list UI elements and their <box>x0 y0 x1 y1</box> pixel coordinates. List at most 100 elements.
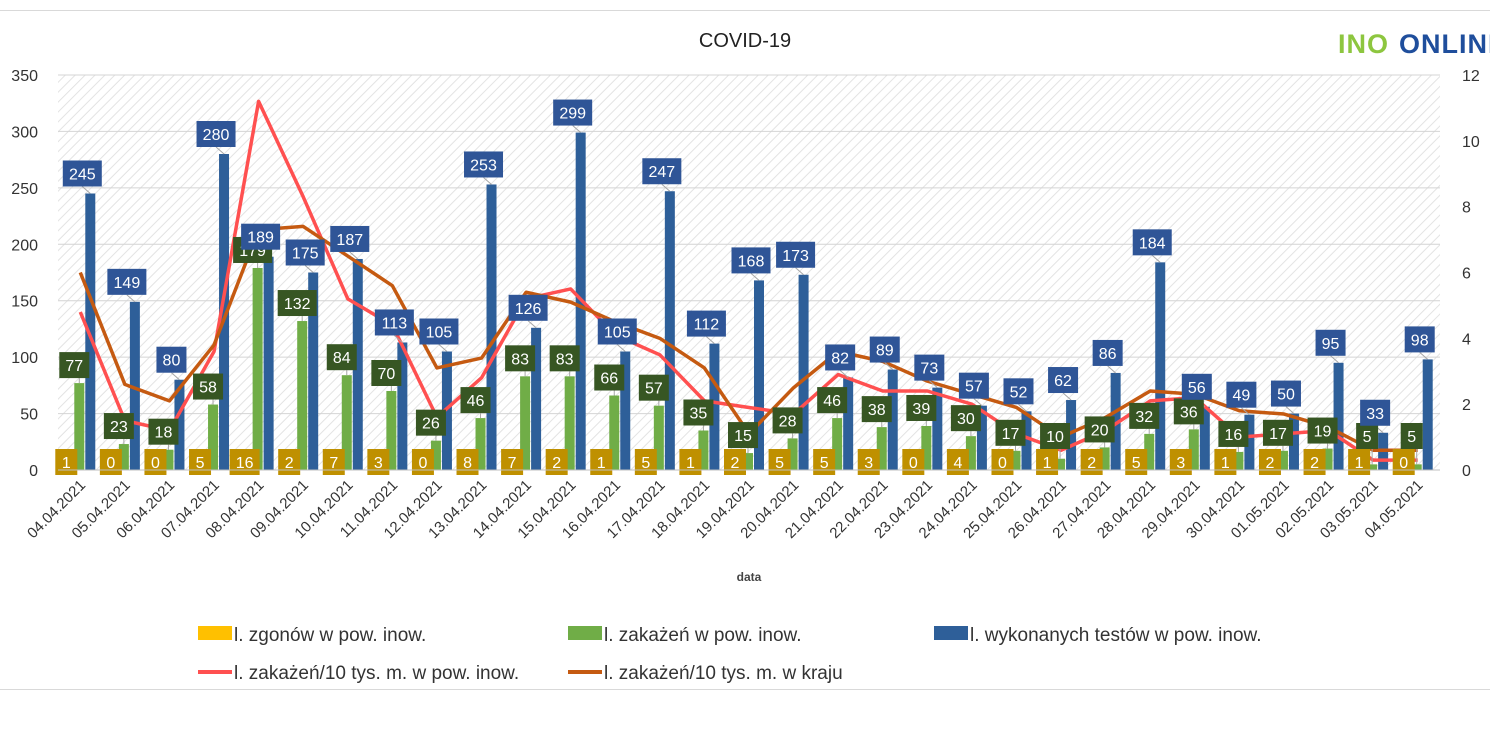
deaths-data-label: 5 <box>189 449 212 475</box>
data-label-text: 5 <box>1407 429 1416 446</box>
data-label-box <box>456 449 479 475</box>
data-label-box <box>1173 398 1204 425</box>
data-label-text: 82 <box>831 350 849 367</box>
data-label-box <box>371 360 402 386</box>
bar <box>85 193 96 470</box>
bar <box>609 395 620 470</box>
data-label-box <box>1125 449 1148 475</box>
data-label-text: 17 <box>1002 426 1020 443</box>
deaths-data-label: 1 <box>679 449 702 475</box>
tests-data-label: 299 <box>553 99 593 126</box>
data-label-box <box>193 373 224 400</box>
infections-data-label: 26 <box>415 409 446 436</box>
deaths-data-label: 1 <box>1214 449 1237 475</box>
leader-line <box>304 265 314 273</box>
data-label-text: 5 <box>1363 429 1372 446</box>
y2-tick-label: 10 <box>1462 134 1480 151</box>
deaths-data-label: 0 <box>411 449 434 475</box>
bar <box>1099 447 1110 470</box>
tests-data-label: 49 <box>1226 381 1257 408</box>
data-label-box <box>1169 449 1192 475</box>
data-label-text: 32 <box>1135 409 1153 426</box>
bar <box>208 404 219 470</box>
data-label-box <box>1226 381 1257 408</box>
data-label-text: 38 <box>868 402 886 419</box>
data-label-box <box>330 225 370 252</box>
deaths-data-label: 1 <box>1348 449 1371 475</box>
deaths-data-label: 0 <box>991 449 1014 475</box>
data-label-box <box>229 449 260 475</box>
leader-line <box>394 335 403 343</box>
infections-data-label: 58 <box>193 373 224 400</box>
data-label-box <box>1092 339 1123 366</box>
leader-line <box>349 251 359 260</box>
deaths-data-label: 5 <box>634 449 657 475</box>
data-label-box <box>1262 419 1293 446</box>
bar <box>843 377 854 470</box>
data-label-text: 52 <box>1010 384 1028 401</box>
y-tick-label: 250 <box>11 181 38 198</box>
bar <box>219 154 230 470</box>
legend-swatch <box>198 626 232 640</box>
infections-data-label: 23 <box>103 413 134 440</box>
data-label-text: 83 <box>556 351 574 368</box>
data-label-text: 105 <box>426 325 453 342</box>
tests-data-label: 56 <box>1181 373 1212 400</box>
data-label-text: 56 <box>1188 380 1206 397</box>
data-label-box <box>326 344 357 371</box>
data-label-text: 175 <box>292 246 319 263</box>
tests-data-label: 173 <box>776 241 816 268</box>
infections-data-label: 5 <box>1356 423 1379 449</box>
y-tick-label: 350 <box>11 68 38 85</box>
data-label-box <box>285 239 325 266</box>
bar <box>1411 464 1422 470</box>
data-label-text: 1 <box>1221 455 1230 472</box>
chart-title: COVID-19 <box>699 30 791 52</box>
infections-data-label: 77 <box>59 352 90 379</box>
bar <box>129 301 140 470</box>
bar <box>653 405 664 470</box>
tests-data-label: 73 <box>914 354 945 381</box>
data-label-text: 36 <box>1180 404 1198 421</box>
data-label-text: 5 <box>196 455 205 472</box>
data-label-text: 10 <box>1046 429 1064 446</box>
bar <box>709 343 720 470</box>
data-label-box <box>322 449 345 475</box>
tests-data-label: 95 <box>1315 329 1346 356</box>
leader-line <box>126 294 136 303</box>
tests-data-label: 247 <box>642 158 682 185</box>
data-label-text: 105 <box>604 325 631 342</box>
infections-data-label: 5 <box>1400 423 1423 449</box>
data-label-box <box>1048 367 1079 394</box>
legend-item: l. wykonanych testów w pow. inow. <box>934 625 1261 646</box>
data-label-box <box>1084 416 1115 443</box>
bar <box>74 383 85 470</box>
deaths-data-label: 2 <box>1080 449 1103 475</box>
data-label-text: 57 <box>965 379 983 396</box>
data-label-text: 57 <box>645 381 663 398</box>
infections-data-label: 83 <box>505 345 536 372</box>
bar <box>1233 451 1244 470</box>
data-label-text: 1 <box>62 455 71 472</box>
data-label-text: 50 <box>1277 387 1295 404</box>
deaths-data-label: 1 <box>1036 449 1059 475</box>
bar <box>308 272 319 470</box>
bar <box>252 267 263 470</box>
data-label-text: 3 <box>374 455 383 472</box>
data-label-box <box>950 405 981 432</box>
leader-line <box>839 370 849 378</box>
data-label-text: 189 <box>247 230 274 247</box>
data-label-text: 16 <box>1224 427 1242 444</box>
bar <box>798 274 809 470</box>
infections-data-label: 39 <box>906 394 937 421</box>
leader-line <box>1241 407 1250 416</box>
tests-data-label: 253 <box>464 151 504 178</box>
infections-data-label: 17 <box>995 419 1026 446</box>
deaths-data-label: 2 <box>1258 449 1281 475</box>
tests-data-label: 112 <box>686 310 726 337</box>
data-label-text: 3 <box>1176 455 1185 472</box>
data-label-box <box>958 372 989 399</box>
data-label-box <box>590 449 613 475</box>
data-label-text: 187 <box>336 232 363 249</box>
data-label-text: 2 <box>552 455 561 472</box>
